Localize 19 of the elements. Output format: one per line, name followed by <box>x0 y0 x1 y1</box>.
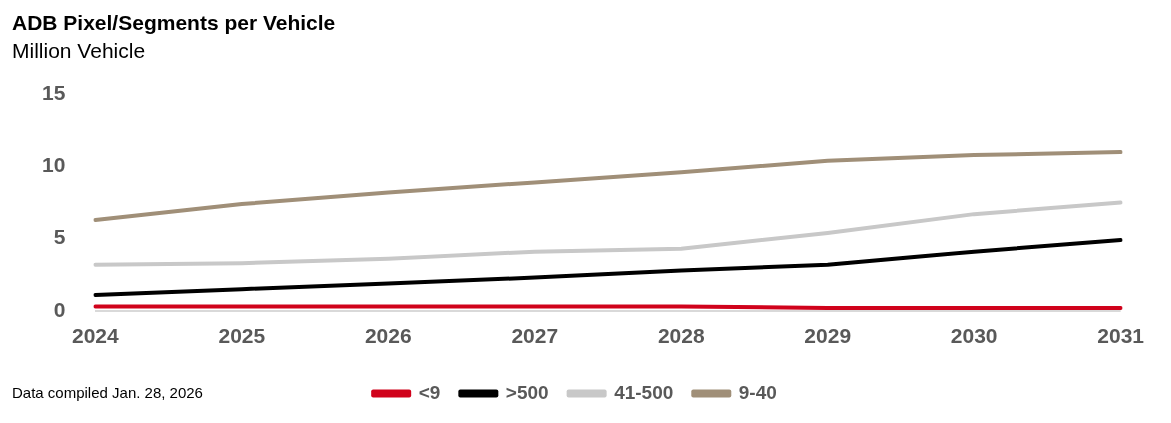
x-tick-label: 2030 <box>950 324 998 348</box>
x-tick-label: 2029 <box>804 324 852 348</box>
legend-label: 41-500 <box>614 381 674 403</box>
x-tick-label: 2026 <box>364 324 412 348</box>
y-tick-label: 15 <box>42 81 66 105</box>
y-tick-label: 5 <box>53 225 66 249</box>
x-tick-label: 2024 <box>72 324 120 348</box>
legend-label: <9 <box>418 381 441 403</box>
x-tick-label: 2027 <box>511 324 559 348</box>
text: Data compiled Jan. 28, 2026 <box>12 383 203 403</box>
y-tick-label: 10 <box>42 153 66 177</box>
y-tick-label: 0 <box>53 297 66 321</box>
legend-label: 9-40 <box>738 381 777 403</box>
x-tick-label: 2028 <box>657 324 705 348</box>
chart-title: ADB Pixel/Segments per Vehicle <box>12 11 336 35</box>
x-tick-label: 2031 <box>1097 324 1145 348</box>
legend-label: >500 <box>505 381 549 403</box>
chart-subtitle: Million Vehicle <box>12 38 146 62</box>
x-tick-label: 2025 <box>218 324 266 348</box>
